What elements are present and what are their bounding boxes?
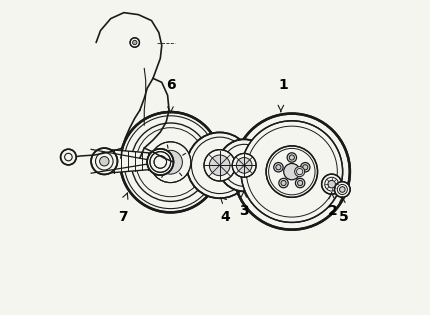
Circle shape xyxy=(61,149,76,165)
Circle shape xyxy=(150,152,171,172)
Circle shape xyxy=(298,180,303,186)
Circle shape xyxy=(281,180,286,186)
Text: 7: 7 xyxy=(118,210,127,224)
Circle shape xyxy=(132,40,137,45)
Circle shape xyxy=(150,142,191,183)
Circle shape xyxy=(289,155,295,160)
Circle shape xyxy=(328,180,335,188)
Polygon shape xyxy=(107,149,155,173)
Circle shape xyxy=(232,153,256,177)
Circle shape xyxy=(159,150,182,174)
Circle shape xyxy=(147,149,173,175)
Circle shape xyxy=(295,167,305,177)
Circle shape xyxy=(120,112,221,212)
Circle shape xyxy=(274,163,283,172)
Text: 1: 1 xyxy=(278,78,288,92)
Circle shape xyxy=(303,165,308,170)
Circle shape xyxy=(91,148,117,175)
Circle shape xyxy=(284,163,300,180)
Circle shape xyxy=(287,153,297,162)
Circle shape xyxy=(149,151,169,171)
Circle shape xyxy=(204,150,235,181)
Text: 4: 4 xyxy=(220,210,230,224)
Text: 5: 5 xyxy=(339,210,349,224)
Circle shape xyxy=(234,114,350,230)
Circle shape xyxy=(100,157,109,166)
Text: 3: 3 xyxy=(239,204,249,218)
Circle shape xyxy=(335,182,350,197)
Circle shape xyxy=(209,155,230,176)
Circle shape xyxy=(322,174,342,194)
Circle shape xyxy=(154,156,166,168)
Circle shape xyxy=(301,163,310,172)
Circle shape xyxy=(218,139,270,192)
Circle shape xyxy=(266,146,317,197)
Circle shape xyxy=(237,158,252,173)
Circle shape xyxy=(279,178,288,188)
Circle shape xyxy=(241,121,343,222)
Text: 2: 2 xyxy=(327,204,337,218)
Circle shape xyxy=(276,165,281,170)
Circle shape xyxy=(156,158,162,164)
Circle shape xyxy=(295,178,305,188)
Text: 6: 6 xyxy=(166,78,175,92)
Circle shape xyxy=(130,38,139,47)
Circle shape xyxy=(340,187,345,192)
Circle shape xyxy=(187,132,253,198)
